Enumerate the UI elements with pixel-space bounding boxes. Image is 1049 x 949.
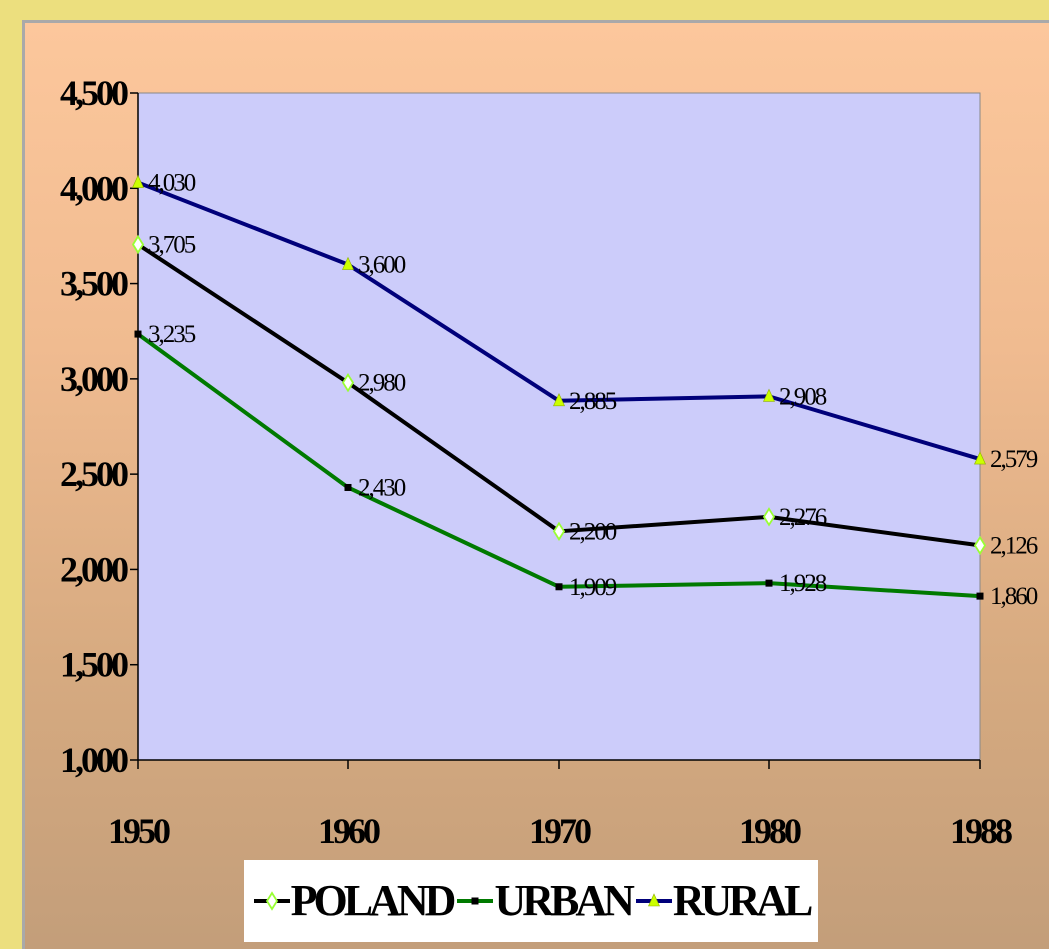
- urban-legend-symbol: [457, 897, 494, 905]
- rural-marker: [132, 174, 144, 188]
- poland-marker: [265, 891, 278, 911]
- urban-marker: [344, 483, 352, 491]
- line-chart: 1,000 1,500 2,000 2,500 3,000 3,500 4,000 4,500…: [60, 73, 1040, 851]
- poland-marker: [131, 234, 145, 255]
- data-label: 2,980: [358, 370, 406, 397]
- data-label: 3,600: [358, 252, 406, 279]
- legend-label: RURAL: [672, 876, 813, 925]
- data-label: 2,908: [779, 383, 827, 410]
- data-label: 1,928: [779, 570, 827, 597]
- y-tick-label: 2,500: [60, 454, 128, 494]
- data-labels: 3,705 2,980 2,200 2,276 2,126 3,235 2,430 1,909…: [148, 170, 1040, 611]
- y-tick-label: 2,000: [60, 549, 128, 589]
- series-markers: [131, 174, 987, 600]
- urban-marker: [765, 579, 773, 587]
- legend-item-rural: RURAL: [635, 876, 813, 925]
- data-label: 3,705: [148, 232, 196, 259]
- urban-marker: [976, 592, 984, 600]
- rural-marker: [647, 893, 660, 907]
- x-tick-label: 1988: [950, 811, 1012, 851]
- data-label: 2,430: [358, 474, 406, 501]
- rural-marker: [763, 388, 775, 402]
- axes: 1,000 1,500 2,000 2,500 3,000 3,500 4,000 4,500…: [60, 73, 1015, 851]
- x-tick-label: 1970: [529, 811, 591, 851]
- y-tick-label: 1,500: [60, 645, 128, 685]
- legend-item-urban: URBAN: [456, 876, 635, 925]
- rural-legend-symbol: [635, 893, 672, 907]
- poland-legend-symbol: [253, 891, 290, 911]
- rural-marker: [553, 393, 565, 407]
- poland-marker: [762, 507, 776, 527]
- y-tick-label: 1,000: [60, 740, 128, 780]
- legend: POLAND URBAN RURAL: [244, 860, 818, 942]
- data-label: 4,030: [148, 170, 196, 197]
- y-tick-label: 3,000: [60, 359, 128, 399]
- urban-marker: [134, 330, 142, 338]
- rural-marker: [342, 256, 354, 270]
- legend-item-poland: POLAND: [253, 876, 457, 925]
- x-tick-label: 1960: [318, 811, 380, 851]
- data-label: 3,235: [148, 321, 196, 348]
- y-tick-label: 3,500: [60, 264, 128, 304]
- poland-marker: [552, 521, 566, 542]
- x-tick-label: 1950: [108, 811, 170, 851]
- y-tick-label: 4,500: [60, 73, 128, 113]
- y-tick-label: 4,000: [60, 168, 128, 208]
- data-label: 2,276: [779, 504, 827, 531]
- urban-marker: [471, 897, 479, 905]
- poland-marker: [341, 372, 355, 393]
- data-label: 2,200: [569, 518, 617, 545]
- poland-marker: [973, 535, 987, 556]
- legend-label: POLAND: [290, 876, 457, 925]
- data-label: 1,860: [990, 583, 1038, 610]
- legend-label: URBAN: [494, 876, 634, 925]
- x-tick-label: 1980: [739, 811, 801, 851]
- data-label: 2,579: [990, 446, 1038, 473]
- data-label: 2,885: [569, 388, 617, 415]
- data-label: 1,909: [569, 574, 617, 601]
- data-label: 2,126: [990, 532, 1038, 559]
- plot-area: [137, 92, 981, 761]
- urban-marker: [555, 583, 563, 591]
- rural-marker: [974, 451, 986, 465]
